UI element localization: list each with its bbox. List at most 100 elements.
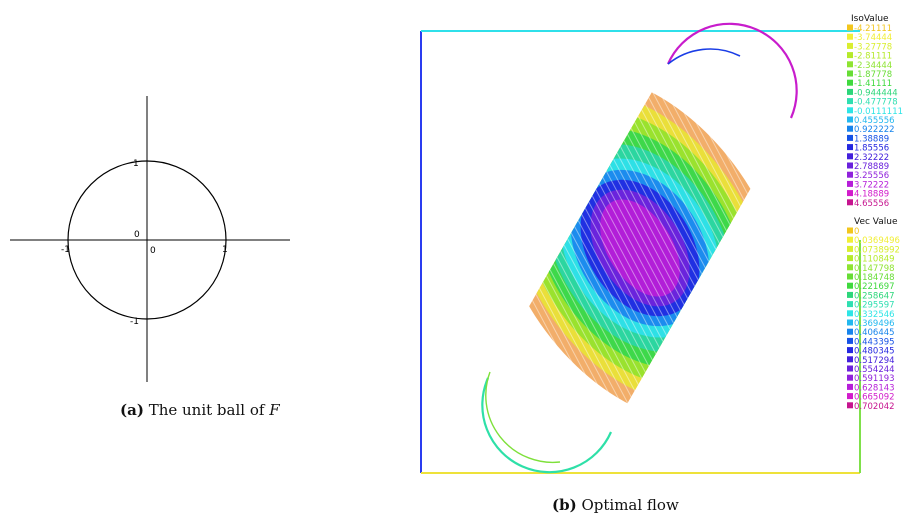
isovalue-legend-entry-swatch <box>847 79 853 86</box>
vecvalue-legend-entry-label: 0.702042 <box>854 402 895 412</box>
vecvalue-legend-entry-label: 0.221697 <box>854 282 895 292</box>
vecvalue-legend-entry-swatch <box>847 236 853 243</box>
isovalue-legend-entry-label: -0.477778 <box>854 98 898 108</box>
isovalue-legend-entry-label: 0.455556 <box>854 116 895 126</box>
vecvalue-legend-entry-label: 0.369496 <box>854 319 895 329</box>
tick-label-y-top: 1 <box>133 159 139 169</box>
isovalue-legend-entry-label: 0.922222 <box>854 125 895 135</box>
isovalue-legend-entry-label: -3.27778 <box>854 42 892 52</box>
isovalue-legend-entry-label: 2.32222 <box>854 153 889 163</box>
tick-label-x-left: -1 <box>61 245 70 255</box>
vecvalue-legend-entry-label: 0.443395 <box>854 337 895 347</box>
stadium-outline-top-inner <box>667 48 741 65</box>
isovalue-legend-entry-swatch <box>847 153 853 160</box>
stadium-outline-bottom-inner <box>485 371 561 464</box>
isovalue-legend-entry-swatch <box>847 190 853 197</box>
isovalue-legend-entry-label: -1.41111 <box>854 79 892 89</box>
vecvalue-legend-entry-swatch <box>847 337 853 344</box>
vecvalue-legend-entry-label: 0.258647 <box>854 291 895 301</box>
vecvalue-legend: Vec Value 00.03694960.07389920.1108490.1… <box>847 217 900 412</box>
isovalue-legend-entry-label: -3.74444 <box>854 33 892 43</box>
isovalue-legend-entry-swatch <box>847 24 853 31</box>
vecvalue-legend-entries: 00.03694960.07389920.1108490.1477980.184… <box>847 227 900 412</box>
vecvalue-legend-entry-label: 0.0738992 <box>854 245 900 255</box>
tick-label-origin-y: 0 <box>134 230 140 240</box>
isovalue-legend-entry-label: 1.85556 <box>854 144 889 154</box>
isovalue-legend-entry-label: -2.81111 <box>854 52 892 62</box>
vecvalue-legend-entry-label: 0.517294 <box>854 356 895 366</box>
caption-b: (b) Optimal flow <box>552 496 679 514</box>
isovalue-legend-entry-swatch <box>847 107 853 114</box>
vecvalue-legend-entry-label: 0.406445 <box>854 328 895 338</box>
isovalue-legend-entry-swatch <box>847 144 853 151</box>
vecvalue-legend-entry-swatch <box>847 282 853 289</box>
vecvalue-legend-entry-swatch <box>847 365 853 372</box>
vecvalue-legend-entry-label: 0.591193 <box>854 374 895 384</box>
isovalue-legend-entry-label: -2.34444 <box>854 61 892 71</box>
stadium-outline-bottom <box>481 377 613 474</box>
isovalue-legend-entry-swatch <box>847 70 853 77</box>
isovalue-legend-title: IsoValue <box>851 14 889 24</box>
optimal-flow-plot: IsoValue -4.21111-3.74444-3.27778-2.8111… <box>420 14 903 474</box>
vecvalue-legend-entry-label: 0.295597 <box>854 301 895 311</box>
vecvalue-legend-entry-swatch <box>847 402 853 409</box>
stadium-outline-top <box>666 22 798 119</box>
isovalue-legend-entry-swatch <box>847 171 853 178</box>
isovalue-legend-entry-swatch <box>847 52 853 59</box>
isovalue-legend-entry-label: -4.21111 <box>854 24 892 34</box>
vecvalue-legend-entry-swatch <box>847 310 853 317</box>
vecvalue-legend-entry-swatch <box>847 227 853 234</box>
flow-field <box>482 40 797 460</box>
vecvalue-legend-entry-label: 0.554244 <box>854 365 895 375</box>
isovalue-legend-entry-swatch <box>847 116 853 123</box>
isovalue-legend-entry-swatch <box>847 125 853 132</box>
vecvalue-legend-entry-swatch <box>847 347 853 354</box>
isovalue-legend-entry-label: 2.78889 <box>854 162 889 172</box>
vecvalue-legend-entry-swatch <box>847 255 853 262</box>
isovalue-legend-entry-label: 4.18889 <box>854 190 889 200</box>
isovalue-legend-entry-swatch <box>847 134 853 141</box>
vecvalue-legend-entry-swatch <box>847 301 853 308</box>
figure-unit-ball: 1 -1 -1 1 0 0 <box>0 0 310 523</box>
isovalue-legend-entry-label: -0.944444 <box>854 88 898 98</box>
isovalue-legend-entry-swatch <box>847 98 853 105</box>
isovalue-legend-entry-swatch <box>847 88 853 95</box>
isovalue-legend-entry-swatch <box>847 162 853 169</box>
isovalue-legend-entry-swatch <box>847 61 853 68</box>
vecvalue-legend-entry-label: 0.184748 <box>854 273 895 283</box>
unit-ball-plot: 1 -1 -1 1 0 0 <box>10 96 290 382</box>
isovalue-legend: IsoValue -4.21111-3.74444-3.27778-2.8111… <box>847 14 903 209</box>
caption-a-text: The unit ball of <box>148 401 270 419</box>
vecvalue-legend-entry-swatch <box>847 264 853 271</box>
caption-a: (a) The unit ball of F <box>120 401 280 419</box>
vecvalue-legend-entry-label: 0.332546 <box>854 310 895 320</box>
isovalue-legend-entry-swatch <box>847 199 853 206</box>
vecvalue-legend-entry-swatch <box>847 319 853 326</box>
vecvalue-legend-entry-label: 0.480345 <box>854 347 895 357</box>
vecvalue-legend-entry-label: 0.628143 <box>854 383 895 393</box>
isovalue-legend-entry-swatch <box>847 42 853 49</box>
vecvalue-legend-entry-label: 0.147798 <box>854 264 895 274</box>
caption-b-tag: (b) <box>552 496 577 514</box>
vecvalue-legend-entry-swatch <box>847 328 853 335</box>
tick-label-x-right: 1 <box>222 245 228 255</box>
tick-label-y-bottom: -1 <box>130 317 139 327</box>
vecvalue-legend-entry-swatch <box>847 393 853 400</box>
unit-circle <box>67 160 227 320</box>
figure-optimal-flow: IsoValue -4.21111 -3.74444 -3.27778 -2.8111… <box>410 0 907 480</box>
tick-label-origin-x: 0 <box>150 246 156 256</box>
isovalue-legend-entries: -4.21111-3.74444-3.27778-2.81111-2.34444… <box>847 24 903 209</box>
vecvalue-legend-entry-label: 0.0369496 <box>854 236 900 246</box>
isovalue-legend-entry-label: 4.65556 <box>854 199 889 209</box>
vecvalue-legend-entry-swatch <box>847 245 853 252</box>
caption-a-tag: (a) <box>120 401 144 419</box>
vecvalue-legend-entry-swatch <box>847 383 853 390</box>
isovalue-legend-entry-label: 1.38889 <box>854 134 889 144</box>
vecvalue-legend-entry-label: 0 <box>854 227 859 237</box>
caption-a-math: F <box>269 401 280 419</box>
vecvalue-legend-entry-label: 0.665092 <box>854 393 895 403</box>
vecvalue-legend-entry-swatch <box>847 291 853 298</box>
isovalue-legend-entry-label: -1.87778 <box>854 70 892 80</box>
isovalue-legend-entry-swatch <box>847 33 853 40</box>
vecvalue-legend-entry-swatch <box>847 356 853 363</box>
